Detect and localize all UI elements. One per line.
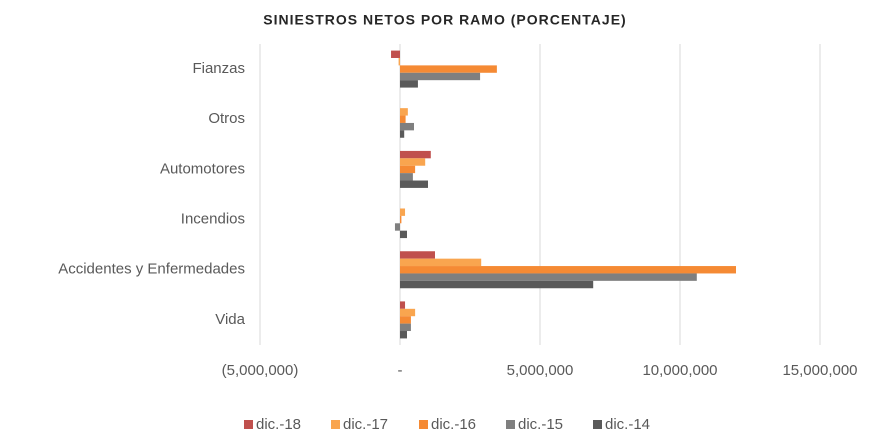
bar [400,316,411,324]
bar [400,280,594,289]
bar [400,251,435,259]
bar [400,308,416,317]
x-tick-label: - [398,362,403,379]
bar [400,323,411,332]
bar [400,301,406,309]
legend-label: dic.-14 [605,416,650,433]
bar [400,258,482,267]
bar [400,80,418,88]
bar [398,57,400,66]
y-tick-label: Accidentes y Enfermedades [58,261,245,278]
legend-label: dic.-15 [518,416,563,433]
bar [400,165,416,174]
bar [400,108,408,116]
legend-swatch [593,420,602,429]
bar [400,215,402,224]
chart-title: SINIESTROS NETOS POR RAMO (PORCENTAJE) [263,12,626,28]
legend-label: dic.-17 [343,416,388,433]
legend-swatch [506,420,515,429]
bar [400,150,431,159]
bar [400,230,407,239]
bar [400,158,426,166]
y-tick-label: Automotores [160,160,245,177]
legend-swatch [244,420,253,429]
x-tick-label: 10,000,000 [642,362,717,379]
bar [400,173,413,181]
bar [391,50,400,58]
bar [400,266,736,274]
legend-swatch [419,420,428,429]
legend-label: dic.-18 [256,416,301,433]
bar [400,331,407,339]
bar [400,208,406,216]
bar [400,130,405,138]
bar [394,223,400,231]
y-tick-label: Fianzas [192,60,245,77]
y-tick-label: Incendios [181,211,245,228]
x-tick-label: 5,000,000 [507,362,574,379]
legend-swatch [331,420,340,429]
bar [400,273,697,281]
y-tick-label: Vida [215,311,245,328]
bar [400,65,497,73]
x-tick-label: 15,000,000 [782,362,857,379]
x-tick-label: (5,000,000) [222,362,299,379]
bar [400,180,428,188]
bar [400,115,406,123]
bar [400,122,414,131]
y-tick-label: Otros [208,110,245,127]
legend-label: dic.-16 [431,416,476,433]
bar [400,72,481,81]
